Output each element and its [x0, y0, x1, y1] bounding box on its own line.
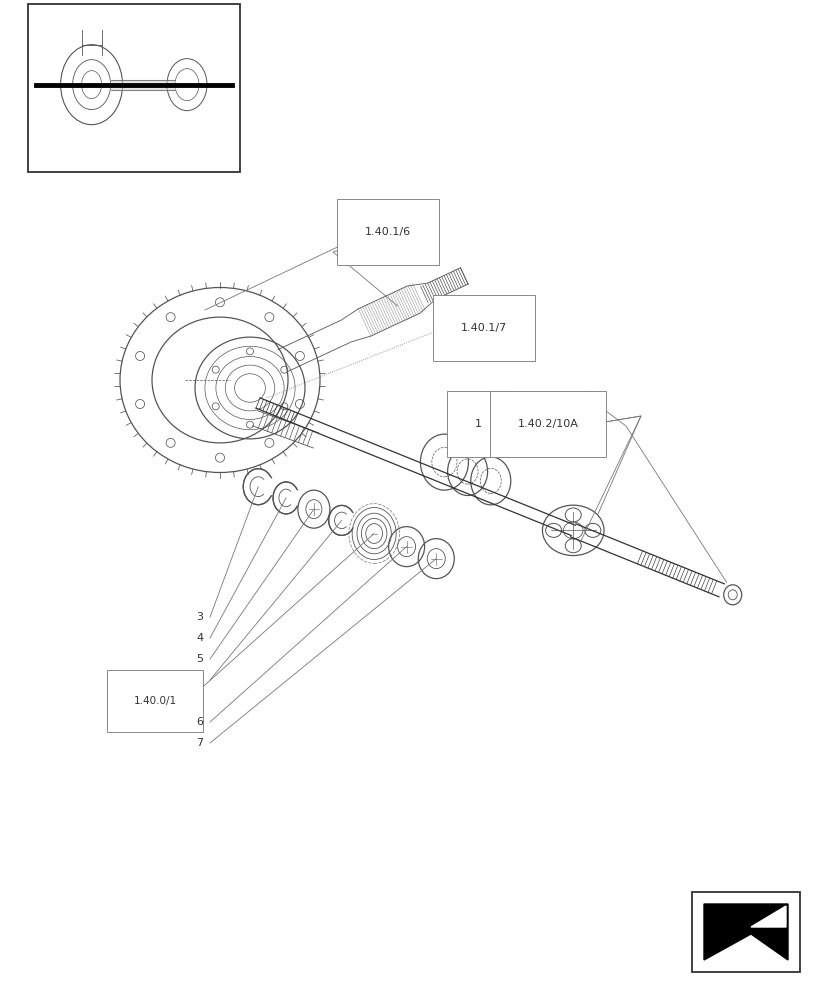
Ellipse shape — [565, 508, 581, 522]
Ellipse shape — [565, 539, 581, 553]
Ellipse shape — [262, 479, 275, 494]
Text: 1.40.1/7: 1.40.1/7 — [461, 323, 506, 333]
Text: 1.40.2/10A: 1.40.2/10A — [517, 419, 578, 429]
Text: 7: 7 — [196, 738, 203, 748]
Ellipse shape — [584, 523, 600, 537]
Text: 5: 5 — [196, 654, 203, 664]
Bar — [28, 4, 240, 172]
Bar — [691, 892, 799, 972]
Ellipse shape — [723, 585, 741, 605]
Text: 4: 4 — [196, 675, 203, 685]
Text: 1.40.0/1: 1.40.0/1 — [133, 696, 176, 706]
Polygon shape — [703, 904, 787, 960]
Polygon shape — [750, 906, 785, 927]
Ellipse shape — [289, 491, 300, 505]
Text: 2: 2 — [581, 391, 589, 401]
Ellipse shape — [345, 514, 356, 527]
Text: 1: 1 — [474, 419, 481, 429]
Ellipse shape — [545, 523, 561, 537]
Text: 6: 6 — [196, 717, 203, 727]
Text: 1.40.1/6: 1.40.1/6 — [365, 227, 410, 237]
Text: 4: 4 — [196, 633, 203, 643]
Text: 3: 3 — [196, 612, 203, 622]
